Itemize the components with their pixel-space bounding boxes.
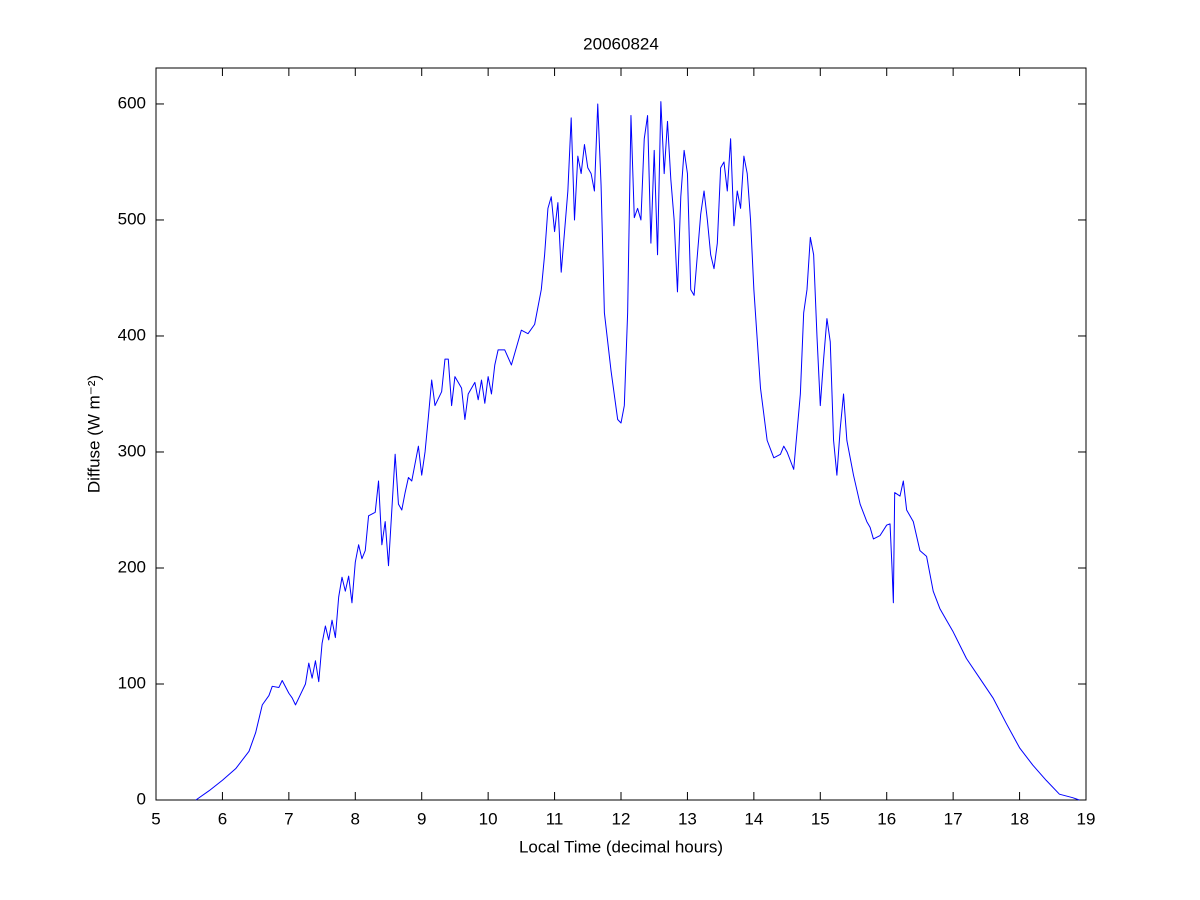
x-tick-label: 14 [744, 809, 763, 828]
y-tick-label: 0 [137, 789, 146, 808]
x-tick-label: 18 [1010, 809, 1029, 828]
y-tick-label: 500 [118, 209, 146, 228]
y-axis-label: Diffuse (W m⁻²) [84, 375, 103, 493]
x-tick-label: 10 [479, 809, 498, 828]
x-tick-label: 7 [284, 809, 293, 828]
y-tick-label: 400 [118, 325, 146, 344]
x-tick-label: 17 [944, 809, 963, 828]
chart-title: 20060824 [583, 34, 659, 53]
y-tick-label: 600 [118, 93, 146, 112]
x-axis-label: Local Time (decimal hours) [519, 837, 723, 856]
axes-box [155, 67, 1087, 801]
y-tick-label: 200 [118, 557, 146, 576]
x-tick-label: 12 [612, 809, 631, 828]
x-tick-label: 9 [417, 809, 426, 828]
x-tick-label: 15 [811, 809, 830, 828]
x-tick-label: 13 [678, 809, 697, 828]
x-tick-label: 11 [546, 809, 564, 828]
x-tick-label: 6 [218, 809, 227, 828]
y-tick-label: 300 [118, 441, 146, 460]
x-tick-label: 19 [1077, 809, 1096, 828]
x-tick-label: 8 [351, 809, 360, 828]
x-tick-label: 5 [151, 809, 160, 828]
y-tick-label: 100 [118, 673, 146, 692]
x-tick-label: 16 [877, 809, 896, 828]
data-line [195, 101, 1080, 801]
